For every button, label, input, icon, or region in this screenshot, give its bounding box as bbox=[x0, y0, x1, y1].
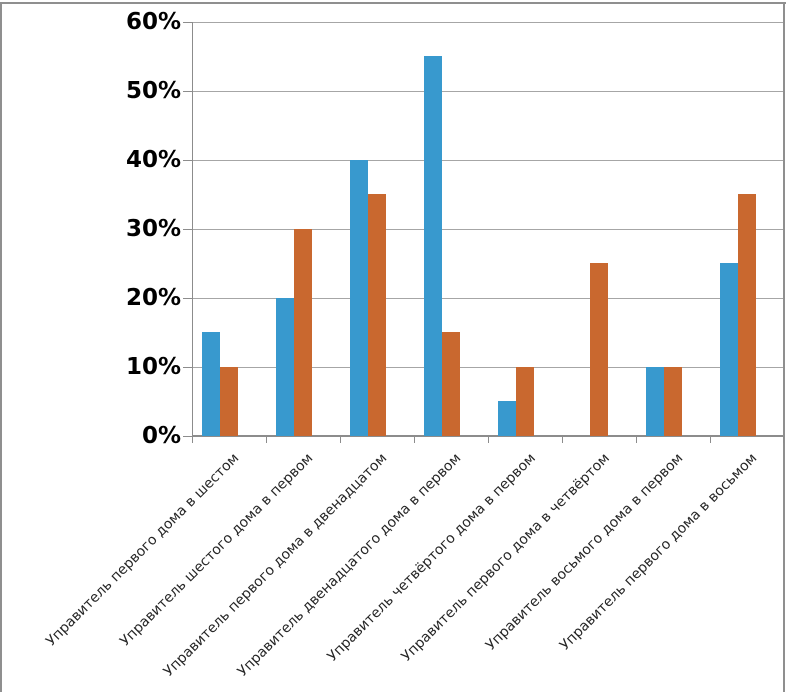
bar-blue-3 bbox=[350, 160, 368, 436]
bar-orange-8 bbox=[738, 194, 756, 436]
x-tick-3 bbox=[414, 436, 415, 443]
y-tick-30 bbox=[183, 229, 192, 230]
y-tick-40 bbox=[183, 160, 192, 161]
x-tick-4 bbox=[488, 436, 489, 443]
y-gridline-40 bbox=[192, 160, 783, 161]
y-axis-label-50: 50% bbox=[125, 78, 181, 104]
y-axis-label-10: 10% bbox=[125, 354, 181, 380]
y-tick-0 bbox=[183, 436, 192, 437]
y-axis-label-30: 30% bbox=[125, 216, 181, 242]
frame-border-left bbox=[0, 2, 2, 692]
y-axis-label-0: 0% bbox=[141, 423, 181, 449]
x-tick-5 bbox=[562, 436, 563, 443]
y-gridline-60 bbox=[192, 22, 783, 23]
y-axis-label-20: 20% bbox=[125, 285, 181, 311]
bar-blue-2 bbox=[276, 298, 294, 436]
bar-orange-7 bbox=[664, 367, 682, 436]
x-tick-7 bbox=[710, 436, 711, 443]
y-axis-label-60: 60% bbox=[125, 9, 181, 35]
frame-border-top bbox=[0, 2, 786, 4]
bar-blue-5 bbox=[498, 401, 516, 436]
bar-orange-5 bbox=[516, 367, 534, 436]
bar-orange-3 bbox=[368, 194, 386, 436]
bar-orange-2 bbox=[294, 229, 312, 436]
bar-orange-4 bbox=[442, 332, 460, 436]
y-gridline-50 bbox=[192, 91, 783, 92]
bar-blue-8 bbox=[720, 263, 738, 436]
x-tick-0 bbox=[192, 436, 193, 443]
bar-blue-1 bbox=[202, 332, 220, 436]
bar-blue-4 bbox=[424, 56, 442, 436]
y-gridline-30 bbox=[192, 229, 783, 230]
y-tick-50 bbox=[183, 91, 192, 92]
frame-border-right bbox=[783, 2, 785, 692]
bar-blue-7 bbox=[646, 367, 664, 436]
x-tick-6 bbox=[636, 436, 637, 443]
x-tick-2 bbox=[340, 436, 341, 443]
y-gridline-20 bbox=[192, 298, 783, 299]
y-tick-20 bbox=[183, 298, 192, 299]
y-gridline-10 bbox=[192, 367, 783, 368]
bar-orange-6 bbox=[590, 263, 608, 436]
y-tick-10 bbox=[183, 367, 192, 368]
y-tick-60 bbox=[183, 22, 192, 23]
x-tick-1 bbox=[266, 436, 267, 443]
bar-orange-1 bbox=[220, 367, 238, 436]
y-axis-label-40: 40% bbox=[125, 147, 181, 173]
x-tick-8 bbox=[783, 436, 784, 443]
x-axis-line bbox=[192, 435, 783, 437]
y-axis-line bbox=[192, 22, 193, 443]
